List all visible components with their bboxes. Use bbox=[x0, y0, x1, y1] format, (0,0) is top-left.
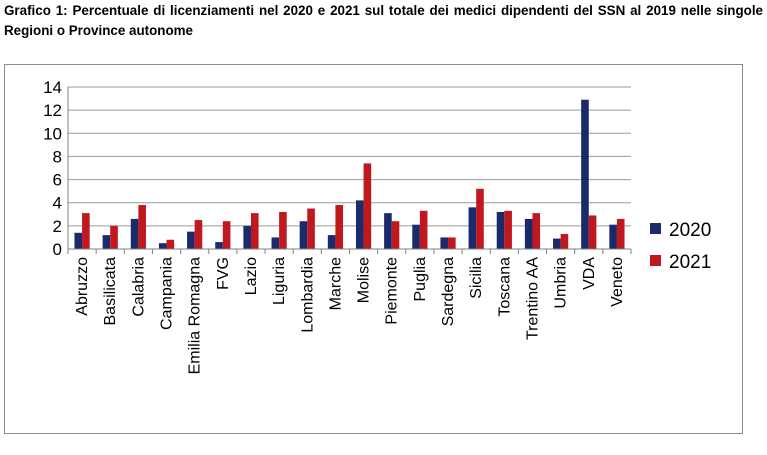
x-tick-label-abruzzo: Abruzzo bbox=[74, 257, 91, 316]
bar-2020-lombardia bbox=[299, 221, 308, 249]
y-tick-label: 4 bbox=[53, 194, 62, 213]
y-tick-label: 14 bbox=[43, 78, 62, 97]
x-tick-label-basilicata: Basilicata bbox=[102, 257, 119, 326]
bar-2020-basilicata bbox=[102, 235, 111, 249]
bar-2021-molise bbox=[363, 163, 372, 249]
x-tick-label-lombardia: Lombardia bbox=[299, 257, 316, 333]
x-tick-label-trentino-aa: Trentino AA bbox=[524, 257, 541, 340]
bar-2021-calabria bbox=[138, 205, 146, 249]
bar-2020-lazio bbox=[243, 225, 251, 249]
bar-2020-sicilia bbox=[468, 207, 477, 249]
x-tick-label-liguria: Liguria bbox=[271, 257, 288, 305]
bar-2020-vda bbox=[581, 99, 589, 249]
x-tick-label-sicilia: Sicilia bbox=[468, 257, 485, 299]
bar-2020-puglia bbox=[412, 224, 420, 249]
bar-2021-liguria bbox=[279, 211, 287, 249]
bar-2021-piemonte bbox=[391, 221, 400, 249]
y-tick-label: 10 bbox=[43, 124, 62, 143]
bar-2020-emilia-romagna bbox=[187, 231, 195, 249]
bar-2021-vda bbox=[588, 215, 597, 249]
bar-2021-emilia-romagna bbox=[194, 220, 203, 249]
bar-2021-fvg bbox=[222, 221, 231, 249]
bar-2020-fvg bbox=[215, 242, 223, 249]
x-tick-label-fvg: FVG bbox=[215, 257, 232, 290]
y-tick-labels: 0 2 4 6 8 10 12 14 bbox=[43, 78, 62, 259]
bar-2021-basilicata bbox=[110, 225, 118, 249]
y-tick-label: 0 bbox=[53, 240, 62, 259]
x-tick-label-marche: Marche bbox=[327, 257, 344, 310]
bar-2021-sicilia bbox=[476, 188, 484, 249]
bar-2020-trentino-aa bbox=[524, 218, 533, 249]
x-tick-label-puglia: Puglia bbox=[412, 257, 429, 302]
x-tick-label-molise: Molise bbox=[356, 257, 373, 303]
bar-2020-sardegna bbox=[440, 237, 449, 249]
bar-2021-lazio bbox=[250, 213, 259, 249]
legend: 2020 2021 bbox=[650, 220, 711, 273]
axes bbox=[67, 87, 632, 254]
x-tick-label-vda: VDA bbox=[581, 257, 598, 290]
legend-swatch-2020 bbox=[650, 223, 661, 234]
bar-2021-sardegna bbox=[448, 237, 456, 249]
bar-2021-campania bbox=[166, 239, 175, 249]
x-tick-label-calabria: Calabria bbox=[130, 257, 147, 317]
x-tick-label-campania: Campania bbox=[159, 257, 176, 330]
bar-2021-umbria bbox=[560, 233, 569, 249]
bar-2021-lombardia bbox=[307, 208, 315, 249]
y-tick-label: 6 bbox=[53, 171, 62, 190]
bar-2021-abruzzo bbox=[82, 213, 90, 249]
bar-2020-liguria bbox=[271, 237, 280, 249]
bar-2020-toscana bbox=[496, 211, 505, 249]
y-tick-label: 12 bbox=[43, 101, 62, 120]
chart-caption: Grafico 1: Percentuale di licenziamenti … bbox=[4, 3, 763, 38]
bar-2020-abruzzo bbox=[74, 232, 83, 249]
y-tick-label: 2 bbox=[53, 217, 62, 236]
x-tick-label-umbria: Umbria bbox=[553, 257, 570, 309]
legend-label-2020: 2020 bbox=[669, 220, 711, 241]
x-tick-labels: Abruzzo Basilicata Calabria Campania Emilia … bbox=[74, 257, 626, 375]
bar-2021-trentino-aa bbox=[532, 213, 541, 249]
bar-2020-piemonte bbox=[384, 213, 392, 249]
bar-2020-calabria bbox=[130, 218, 139, 249]
bar-2020-marche bbox=[327, 235, 336, 249]
bar-2020-molise bbox=[355, 200, 364, 249]
bar-2021-marche bbox=[335, 205, 344, 249]
legend-label-2021: 2021 bbox=[669, 252, 711, 273]
gridlines bbox=[68, 86, 631, 227]
x-tick-label-lazio: Lazio bbox=[243, 257, 260, 295]
bar-2021-puglia bbox=[419, 210, 428, 249]
bar-2020-campania bbox=[158, 243, 167, 249]
x-tick-label-emilia-romagna: Emilia Romagna bbox=[187, 257, 204, 374]
legend-swatch-2021 bbox=[650, 255, 661, 266]
x-tick-label-sardegna: Sardegna bbox=[440, 257, 457, 326]
bar-2021-veneto bbox=[616, 218, 625, 249]
x-tick-label-piemonte: Piemonte bbox=[384, 257, 401, 325]
bar-2020-veneto bbox=[609, 224, 617, 249]
x-tick-label-toscana: Toscana bbox=[496, 257, 513, 317]
x-tick-label-veneto: Veneto bbox=[609, 257, 626, 307]
bars bbox=[74, 99, 625, 249]
bar-2021-toscana bbox=[504, 210, 512, 249]
bar-2020-umbria bbox=[553, 238, 561, 249]
y-tick-label: 8 bbox=[53, 147, 62, 166]
